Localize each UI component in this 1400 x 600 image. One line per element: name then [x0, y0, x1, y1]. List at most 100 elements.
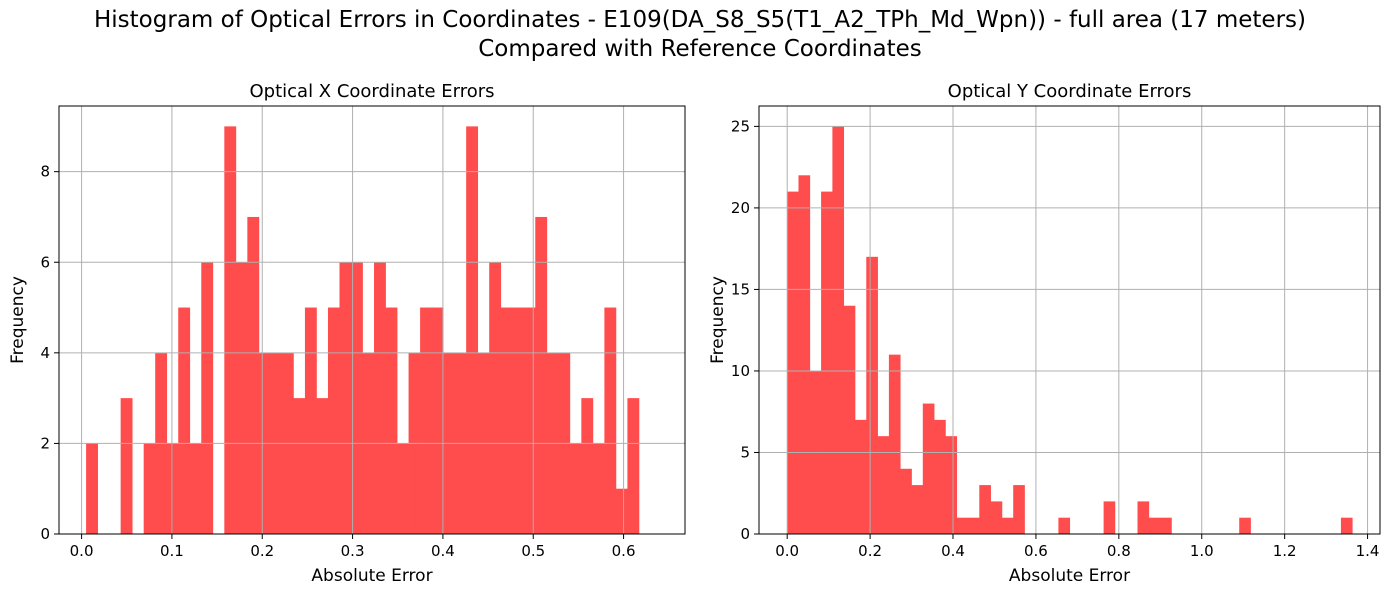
x-tick-label: 1.2 [1273, 542, 1297, 560]
bar [293, 398, 306, 534]
y-axis-label: Frequency [708, 276, 728, 364]
bar [888, 354, 901, 534]
y-tick-label: 25 [731, 117, 750, 135]
bar [911, 485, 924, 534]
x-tick-label: 1.4 [1356, 542, 1380, 560]
bar [866, 256, 878, 534]
y-tick-label: 20 [731, 199, 750, 217]
x-tick-label: 0.0 [70, 542, 94, 560]
bar [201, 262, 214, 534]
bar [224, 126, 237, 534]
x-tick-label: 0.2 [250, 542, 274, 560]
bar [604, 307, 617, 534]
gridlines [759, 106, 1380, 535]
bar [798, 175, 811, 535]
bar [143, 443, 156, 534]
bar [934, 419, 946, 534]
x-tick-label: 0.6 [612, 542, 636, 560]
bar [420, 307, 432, 534]
y-errors-histogram: 0.0 0.2 0.4 0.6 0.8 1.0 1.2 1.4 0 5 10 15 20 25 Optica… [708, 81, 1381, 586]
axes-frame [58, 105, 686, 535]
bars [787, 126, 1353, 535]
x-tick-label: 1.0 [1190, 542, 1214, 560]
y-tick-label: 10 [731, 362, 750, 380]
bar [339, 262, 352, 534]
bar [235, 262, 248, 534]
bar [1058, 517, 1071, 534]
x-tick-label: 0.6 [1024, 542, 1048, 560]
bar [832, 126, 845, 534]
bar [189, 443, 202, 534]
figure-title-line2: Compared with Reference Coordinates [478, 36, 922, 62]
bar [247, 216, 260, 534]
bar [592, 443, 605, 534]
bars [86, 126, 640, 534]
bar [1148, 517, 1161, 534]
figure-title-line1: Histogram of Optical Errors in Coordinat… [94, 7, 1306, 33]
bar [627, 398, 640, 534]
x-axis-label: Absolute Error [1009, 566, 1130, 586]
y-tick-label: 4 [40, 344, 50, 362]
bar [351, 262, 363, 534]
bar [922, 403, 935, 534]
bar [843, 305, 856, 534]
bar [500, 307, 513, 534]
bar [854, 419, 867, 534]
y-tick-label: 8 [40, 163, 50, 181]
x-tick-label: 0.8 [1107, 542, 1131, 560]
bar [535, 216, 548, 534]
bar [327, 307, 340, 534]
bar [1001, 517, 1014, 534]
x-tick-label: 0.4 [941, 542, 965, 560]
chart-title: Optical Y Coordinate Errors [948, 81, 1192, 102]
x-tick-label: 0.4 [431, 542, 455, 560]
bar [512, 307, 525, 534]
bar [581, 398, 594, 534]
y-tick-label: 0 [40, 525, 50, 543]
bar [979, 485, 991, 534]
figure-title: Histogram of Optical Errors in Coordinat… [0, 6, 1400, 64]
bar [385, 307, 398, 534]
x-tick-label: 0.2 [858, 542, 882, 560]
y-tick-label: 0 [740, 525, 750, 543]
bar [877, 436, 890, 534]
bar [1013, 485, 1025, 534]
bar [900, 468, 912, 534]
chart-title: Optical X Coordinate Errors [249, 81, 494, 102]
x-axis-label: Absolute Error [311, 566, 432, 586]
bar [1239, 517, 1251, 534]
bar [466, 126, 479, 534]
y-axis-label: Frequency [8, 276, 28, 364]
bar [990, 501, 1003, 534]
bar [1160, 517, 1172, 534]
bar [120, 398, 133, 534]
bar [86, 443, 98, 534]
y-tick-label: 6 [40, 253, 50, 271]
x-errors-histogram: 0.0 0.1 0.2 0.3 0.4 0.5 0.6 0 2 4 6 8 Optical X Coor… [8, 81, 686, 586]
bar [166, 443, 179, 534]
bar [304, 307, 317, 534]
bar [178, 307, 191, 534]
bar [316, 398, 329, 534]
x-tick-label: 0.3 [341, 542, 365, 560]
bar [615, 488, 628, 534]
y-tick-label: 15 [731, 280, 750, 298]
bar [569, 443, 582, 534]
axes-frame [758, 105, 1381, 535]
bar [945, 436, 958, 534]
x-tick-label: 0.5 [521, 542, 545, 560]
bar [821, 191, 833, 534]
x-tick-label: 0.1 [160, 542, 184, 560]
bar [523, 307, 536, 534]
y-tick-label: 5 [740, 443, 750, 461]
bar [1340, 517, 1353, 534]
bar [968, 517, 980, 534]
bar [489, 262, 502, 534]
bar [1137, 501, 1150, 534]
x-tick-label: 0.0 [775, 542, 799, 560]
y-tick-label: 2 [40, 434, 50, 452]
bar [956, 517, 969, 534]
bar [787, 191, 799, 534]
